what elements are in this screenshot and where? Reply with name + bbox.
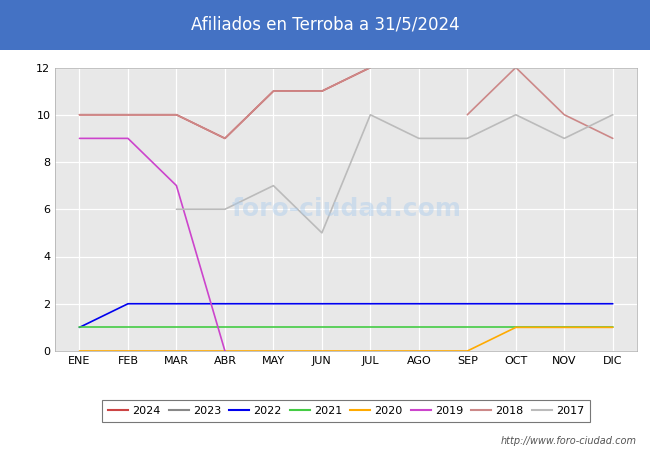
Legend: 2024, 2023, 2022, 2021, 2020, 2019, 2018, 2017: 2024, 2023, 2022, 2021, 2020, 2019, 2018… [103,400,590,422]
Text: Afiliados en Terroba a 31/5/2024: Afiliados en Terroba a 31/5/2024 [190,16,460,34]
Text: foro-ciudad.com: foro-ciudad.com [231,197,461,221]
Text: http://www.foro-ciudad.com: http://www.foro-ciudad.com [501,436,637,446]
